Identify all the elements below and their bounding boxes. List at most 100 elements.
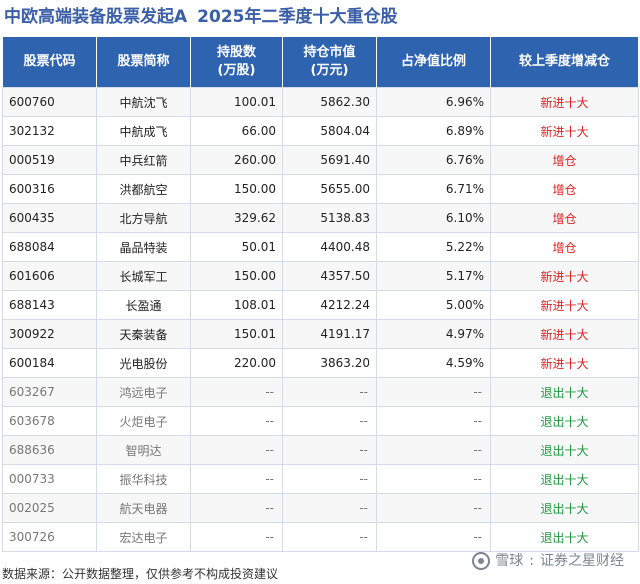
page-title: 中欧高端装备股票发起A 2025年二季度十大重仓股	[4, 4, 398, 30]
shares-cell: --	[190, 522, 283, 552]
position-change-cell: 增仓	[490, 145, 639, 175]
stock-name-cell: 天秦装备	[96, 319, 191, 349]
position-change-cell: 增仓	[490, 232, 639, 262]
header-name: 股票简称	[96, 37, 191, 88]
net-value-ratio-cell: 6.10%	[376, 203, 491, 233]
position-change-cell: 退出十大	[490, 493, 639, 523]
stock-code-cell: 688143	[2, 290, 97, 320]
table-row: 002025 航天电器 -- -- -- 退出十大	[2, 493, 639, 523]
shares-cell: 66.00	[190, 116, 283, 146]
stock-code-cell: 002025	[2, 493, 97, 523]
position-change-cell: 增仓	[490, 174, 639, 204]
net-value-ratio-cell: --	[376, 377, 491, 407]
snowball-logo-icon	[472, 552, 491, 570]
stock-name-cell: 中兵红箭	[96, 145, 191, 175]
table-row: 302132 中航成飞 66.00 5804.04 6.89% 新进十大	[2, 116, 639, 146]
shares-cell: --	[190, 493, 283, 523]
table-row: 600184 光电股份 220.00 3863.20 4.59% 新进十大	[2, 348, 639, 378]
net-value-ratio-cell: --	[376, 493, 491, 523]
position-change-cell: 退出十大	[490, 377, 639, 407]
market-value-cell: --	[282, 522, 377, 552]
market-value-cell: 5804.04	[282, 116, 377, 146]
table-body: 600760 中航沈飞 100.01 5862.30 6.96% 新进十大 302132 中航…	[2, 87, 639, 552]
table-row: 601606 长城军工 150.00 4357.50 5.17% 新进十大	[2, 261, 639, 291]
shares-cell: 50.01	[190, 232, 283, 262]
stock-code-cell: 600760	[2, 87, 97, 117]
header-value-unit: (万元)	[310, 63, 349, 78]
shares-cell: --	[190, 377, 283, 407]
shares-cell: 220.00	[190, 348, 283, 378]
header-value: 持仓市值 (万元)	[282, 37, 377, 88]
stock-name-cell: 洪都航空	[96, 174, 191, 204]
stock-code-cell: 600184	[2, 348, 97, 378]
header-shares-line1: 持股数	[216, 45, 256, 60]
position-change-cell: 新进十大	[490, 348, 639, 378]
brand-watermark: 雪球: 证券之星财经	[472, 550, 624, 572]
header-change: 较上季度增减仓	[490, 37, 639, 88]
shares-cell: 329.62	[190, 203, 283, 233]
table-row: 000733 振华科技 -- -- -- 退出十大	[2, 464, 639, 494]
stock-name-cell: 智明达	[96, 435, 191, 465]
header-code: 股票代码	[2, 37, 97, 88]
market-value-cell: 5691.40	[282, 145, 377, 175]
table-row: 300726 宏达电子 -- -- -- 退出十大	[2, 522, 639, 552]
table-row: 603678 火炬电子 -- -- -- 退出十大	[2, 406, 639, 436]
net-value-ratio-cell: 6.76%	[376, 145, 491, 175]
table-row: 688143 长盈通 108.01 4212.24 5.00% 新进十大	[2, 290, 639, 320]
market-value-cell: 4212.24	[282, 290, 377, 320]
shares-cell: --	[190, 435, 283, 465]
stock-code-cell: 300922	[2, 319, 97, 349]
position-change-cell: 新进十大	[490, 87, 639, 117]
net-value-ratio-cell: 4.97%	[376, 319, 491, 349]
position-change-cell: 新进十大	[490, 319, 639, 349]
position-change-cell: 退出十大	[490, 406, 639, 436]
position-change-cell: 新进十大	[490, 261, 639, 291]
net-value-ratio-cell: 5.22%	[376, 232, 491, 262]
stock-name-cell: 光电股份	[96, 348, 191, 378]
stock-code-cell: 688636	[2, 435, 97, 465]
shares-cell: 150.00	[190, 174, 283, 204]
shares-cell: 150.01	[190, 319, 283, 349]
market-value-cell: --	[282, 435, 377, 465]
stock-code-cell: 000733	[2, 464, 97, 494]
fund-name: 中欧高端装备股票发起A	[4, 7, 188, 27]
market-value-cell: 5138.83	[282, 203, 377, 233]
market-value-cell: 5862.30	[282, 87, 377, 117]
market-value-cell: --	[282, 406, 377, 436]
report-period-title: 2025年二季度十大重仓股	[197, 7, 398, 27]
market-value-cell: 5655.00	[282, 174, 377, 204]
market-value-cell: --	[282, 464, 377, 494]
position-change-cell: 退出十大	[490, 522, 639, 552]
shares-cell: 260.00	[190, 145, 283, 175]
stock-code-cell: 601606	[2, 261, 97, 291]
net-value-ratio-cell: 6.71%	[376, 174, 491, 204]
net-value-ratio-cell: --	[376, 406, 491, 436]
market-value-cell: 4357.50	[282, 261, 377, 291]
data-source-note: 数据来源：公开数据整理，仅供参考不构成投资建议	[2, 567, 279, 581]
table-row: 688084 晶品特装 50.01 4400.48 5.22% 增仓	[2, 232, 639, 262]
stock-code-cell: 600316	[2, 174, 97, 204]
header-shares: 持股数 (万股)	[190, 37, 283, 88]
brand-account: 证券之星财经	[540, 553, 624, 569]
header-value-line1: 持仓市值	[303, 45, 356, 60]
stock-name-cell: 航天电器	[96, 493, 191, 523]
stock-name-cell: 北方导航	[96, 203, 191, 233]
shares-cell: 108.01	[190, 290, 283, 320]
shares-cell: --	[190, 406, 283, 436]
table-row: 688636 智明达 -- -- -- 退出十大	[2, 435, 639, 465]
stock-name-cell: 鸿远电子	[96, 377, 191, 407]
market-value-cell: --	[282, 377, 377, 407]
market-value-cell: 4400.48	[282, 232, 377, 262]
stock-name-cell: 宏达电子	[96, 522, 191, 552]
stock-code-cell: 302132	[2, 116, 97, 146]
stock-name-cell: 晶品特装	[96, 232, 191, 262]
stock-name-cell: 中航成飞	[96, 116, 191, 146]
table-row: 600760 中航沈飞 100.01 5862.30 6.96% 新进十大	[2, 87, 639, 117]
table-row: 000519 中兵红箭 260.00 5691.40 6.76% 增仓	[2, 145, 639, 175]
stock-code-cell: 688084	[2, 232, 97, 262]
shares-cell: 150.00	[190, 261, 283, 291]
stock-code-cell: 000519	[2, 145, 97, 175]
net-value-ratio-cell: 6.89%	[376, 116, 491, 146]
header-ratio: 占净值比例	[376, 37, 491, 88]
table-header-row: 股票代码 股票简称 持股数 (万股) 持仓市值 (万元) 占净值比例 较上季度增减仓	[2, 37, 639, 88]
